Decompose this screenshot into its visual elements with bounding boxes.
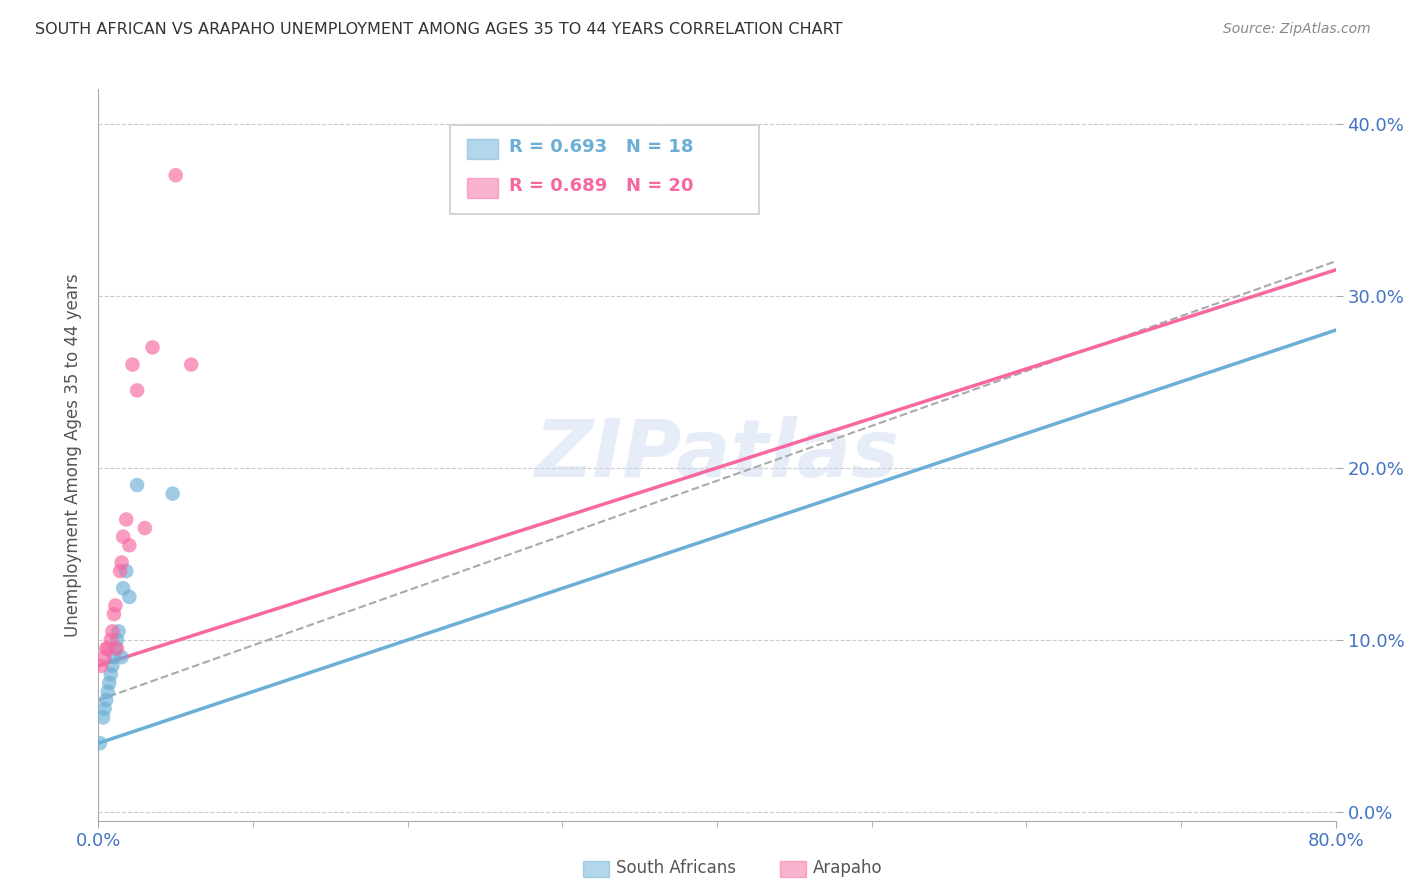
- Point: [103, 650, 125, 665]
- Text: SOUTH AFRICAN VS ARAPAHO UNEMPLOYMENT AMONG AGES 35 TO 44 YEARS CORRELATION CHAR: SOUTH AFRICAN VS ARAPAHO UNEMPLOYMENT AM…: [35, 22, 842, 37]
- Point: [93, 650, 115, 665]
- Point: [115, 564, 138, 578]
- Text: South Africans: South Africans: [616, 859, 735, 877]
- Point: [121, 358, 143, 372]
- Point: [90, 658, 112, 673]
- Text: Source: ZipAtlas.com: Source: ZipAtlas.com: [1223, 22, 1371, 37]
- Point: [101, 658, 124, 673]
- Point: [100, 667, 122, 681]
- Text: ZIPatlas: ZIPatlas: [534, 416, 900, 494]
- Point: [104, 599, 127, 613]
- Point: [112, 530, 135, 544]
- Point: [115, 512, 138, 526]
- Point: [89, 736, 111, 750]
- Point: [97, 684, 120, 698]
- Point: [180, 358, 202, 372]
- Text: R = 0.693   N = 18: R = 0.693 N = 18: [509, 138, 693, 156]
- Point: [91, 710, 114, 724]
- Text: Arapaho: Arapaho: [813, 859, 883, 877]
- Point: [142, 340, 165, 354]
- Point: [103, 607, 125, 621]
- Point: [96, 641, 118, 656]
- Point: [98, 676, 121, 690]
- Point: [118, 538, 141, 552]
- Point: [165, 168, 187, 182]
- Point: [104, 641, 127, 656]
- Point: [118, 590, 141, 604]
- Point: [108, 564, 131, 578]
- Point: [111, 650, 134, 665]
- Point: [100, 632, 122, 647]
- Point: [105, 632, 128, 647]
- Point: [127, 478, 149, 492]
- Point: [134, 521, 156, 535]
- Point: [105, 641, 128, 656]
- Point: [93, 702, 115, 716]
- Point: [97, 641, 120, 656]
- Point: [107, 624, 129, 639]
- Y-axis label: Unemployment Among Ages 35 to 44 years: Unemployment Among Ages 35 to 44 years: [65, 273, 83, 637]
- Point: [96, 693, 118, 707]
- Point: [101, 624, 124, 639]
- Point: [112, 582, 135, 596]
- Point: [111, 556, 134, 570]
- Point: [127, 384, 149, 398]
- Text: R = 0.689   N = 20: R = 0.689 N = 20: [509, 178, 693, 195]
- Point: [162, 486, 184, 500]
